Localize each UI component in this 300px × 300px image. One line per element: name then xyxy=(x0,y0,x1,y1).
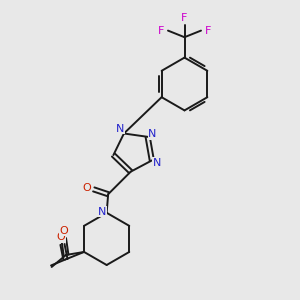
Text: O: O xyxy=(82,183,91,193)
Text: F: F xyxy=(181,13,188,23)
Text: N: N xyxy=(153,158,161,168)
Text: N: N xyxy=(148,129,157,140)
Text: F: F xyxy=(158,26,165,36)
Text: O: O xyxy=(57,232,65,242)
Text: N: N xyxy=(116,124,124,134)
Text: F: F xyxy=(204,26,211,36)
Text: N: N xyxy=(98,207,106,217)
Text: O: O xyxy=(59,226,68,236)
